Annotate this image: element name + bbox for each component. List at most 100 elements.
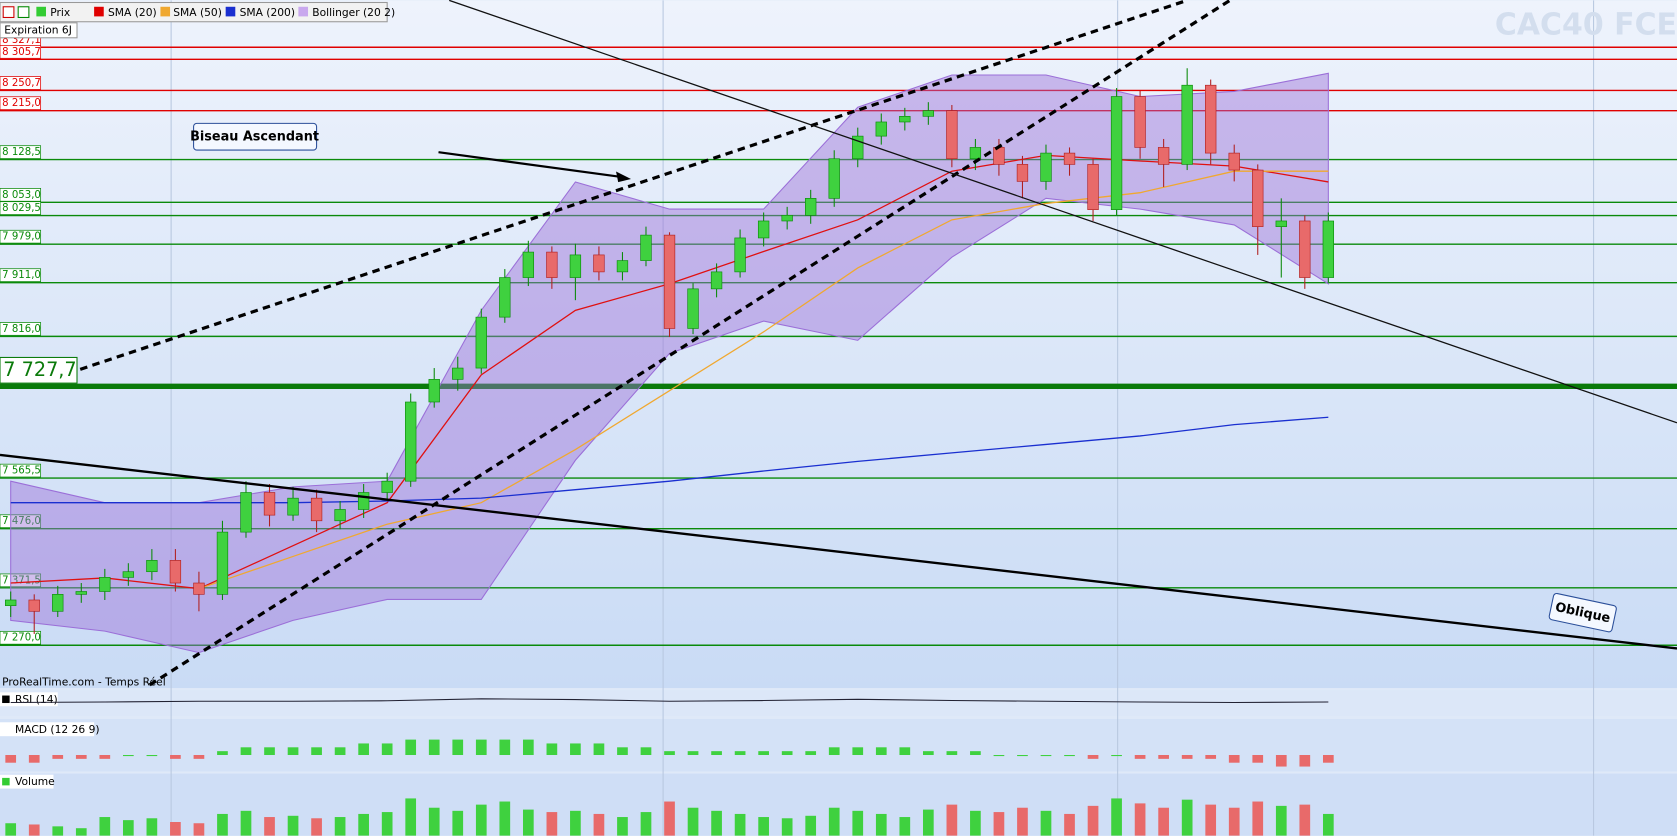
- candle-body: [781, 214, 793, 222]
- macd-bar: [475, 739, 487, 756]
- macd-bar: [146, 755, 158, 757]
- macd-bar: [687, 751, 699, 756]
- candle-body: [499, 277, 511, 318]
- level-label-box: [0, 96, 42, 110]
- macd-bar: [452, 739, 464, 756]
- macd-bar: [358, 743, 369, 756]
- candle-body: [640, 234, 652, 261]
- toolbar-item[interactable]: SMA (20): [108, 6, 157, 19]
- candle-body: [593, 254, 605, 273]
- macd-bar: [899, 747, 911, 756]
- macd-panel: [0, 719, 1677, 772]
- volume-label-box: [0, 774, 54, 789]
- volume-bar: [522, 809, 534, 836]
- volume-bar: [852, 810, 864, 836]
- candle-body: [828, 158, 840, 199]
- level-label-box: [0, 229, 42, 244]
- macd-bar: [311, 747, 322, 756]
- macd-bar: [1017, 755, 1028, 757]
- candle-body: [405, 401, 417, 482]
- volume-bar: [122, 820, 134, 836]
- candle-body: [899, 116, 911, 123]
- volume-bar: [240, 810, 252, 836]
- volume-bar: [1134, 803, 1146, 836]
- level-label: 7 476,0: [2, 516, 41, 527]
- volume-bar: [593, 813, 605, 836]
- macd-bar: [993, 755, 1005, 757]
- macd-bar: [99, 755, 111, 759]
- candle-body: [381, 480, 393, 493]
- macd-bar: [664, 751, 675, 756]
- toolbar-item[interactable]: Bollinger (20 2): [312, 6, 395, 19]
- expiration: Expiration 6J: [4, 23, 72, 36]
- macd-bar: [1111, 755, 1122, 757]
- candle-body: [1063, 152, 1076, 165]
- level-label: 8 305,7: [2, 47, 41, 58]
- rsi-panel: [0, 690, 1677, 716]
- toolbar-item[interactable]: SMA (50): [173, 6, 222, 19]
- macd-bar: [640, 747, 652, 756]
- volume-bar: [1040, 810, 1052, 836]
- vertical-grid: [170, 0, 1595, 836]
- macd-bar: [170, 755, 181, 759]
- candle-body: [1299, 220, 1311, 278]
- macd-bar: [1134, 755, 1146, 759]
- toolbar-item[interactable]: Prix: [50, 6, 70, 19]
- volume-bar: [828, 807, 840, 836]
- volume-bar: [358, 813, 369, 836]
- candle-body: [193, 582, 205, 595]
- macd-bar: [1252, 755, 1264, 763]
- candle-body: [357, 492, 370, 510]
- candle-body: [969, 147, 982, 160]
- candle-body: [946, 110, 958, 160]
- candle-body: [475, 316, 487, 369]
- macd-bar: [52, 755, 64, 759]
- volume-bar: [1299, 804, 1311, 836]
- candle-body: [1205, 84, 1217, 154]
- candle-body: [75, 591, 87, 595]
- level-label: 8 250,7: [2, 78, 41, 89]
- volume-bar: [170, 821, 181, 836]
- level-label-box: [0, 45, 42, 59]
- macd-bar: [217, 751, 228, 756]
- volume-bar: [1087, 805, 1099, 836]
- volume-bar: [146, 818, 158, 836]
- volume-label: Volume: [15, 775, 55, 788]
- volume-bar: [946, 804, 958, 836]
- toolbar-item[interactable]: SMA (200): [240, 6, 295, 19]
- macd-bar: [428, 739, 440, 756]
- level-label-box: [0, 201, 42, 215]
- candle-body: [1252, 169, 1264, 227]
- macd-bar: [381, 743, 393, 756]
- volume-bar: [617, 817, 628, 836]
- level-label: 8 215,0: [2, 98, 41, 109]
- volume-bar: [899, 817, 911, 836]
- macd-bar: [5, 755, 17, 763]
- candle-body: [1087, 164, 1099, 210]
- candle-body: [922, 110, 935, 117]
- macd-bar: [1299, 755, 1311, 767]
- candle-body: [428, 379, 440, 403]
- volume-bar: [499, 801, 511, 836]
- macd-bar: [122, 755, 134, 757]
- macd-bar: [781, 751, 793, 756]
- level-label: 8 029,5: [2, 203, 41, 214]
- volume-bar: [711, 810, 722, 836]
- macd-bar: [1228, 755, 1240, 763]
- level-label: 7 816,0: [2, 324, 41, 335]
- candle-body: [240, 492, 252, 533]
- candle-body: [310, 497, 323, 522]
- level-label: 7 727,7: [3, 358, 76, 381]
- volume-bar: [287, 815, 299, 836]
- volume-bar: [75, 828, 87, 836]
- volume-bar: [1017, 807, 1028, 836]
- level-label-box: [0, 322, 42, 336]
- candle-body: [805, 198, 817, 216]
- candle-body: [52, 594, 64, 612]
- candle-body: [616, 260, 629, 273]
- macd-bar: [1322, 755, 1334, 763]
- candle-body: [1228, 152, 1240, 171]
- rsi-line: [10, 698, 1329, 704]
- volume-bar: [570, 810, 581, 836]
- macd-bar: [193, 755, 205, 759]
